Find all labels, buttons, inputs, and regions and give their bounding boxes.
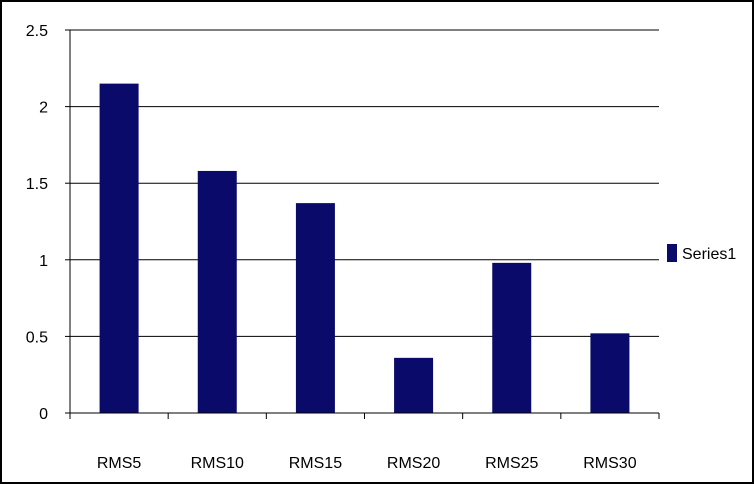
bars (99, 83, 630, 414)
gridlines (70, 29, 659, 337)
legend-label-series1: Series1 (682, 246, 736, 263)
x-tick-label: RMS15 (289, 455, 342, 472)
y-tick-label: 2.5 (26, 23, 48, 40)
bar-rms25 (492, 262, 532, 413)
y-tick-label: 0 (39, 406, 48, 423)
axes (65, 29, 660, 419)
bar-rms10 (197, 170, 237, 413)
y-tick-label: 1.5 (26, 176, 48, 193)
bar-rms30 (590, 333, 630, 413)
y-tick-label: 1 (39, 253, 48, 270)
y-tick-label: 2 (39, 100, 48, 117)
legend-swatch (667, 244, 677, 262)
x-tick-label: RMS25 (485, 455, 538, 472)
x-tick-label: RMS10 (191, 455, 244, 472)
x-tick-label: RMS5 (97, 455, 142, 472)
bar-rms5 (99, 83, 139, 414)
bar-rms15 (295, 203, 335, 413)
y-tick-label: 0.5 (26, 329, 48, 346)
tick-labels: 0 0.5 1 1.5 2 2.5 RMS5 RMS10 RMS15 RMS20 RMS25 RMS3… (26, 23, 637, 472)
bar-rms20 (394, 357, 434, 413)
x-tick-label: RMS20 (387, 455, 440, 472)
legend: Series1 (667, 244, 736, 263)
x-tick-label: RMS30 (583, 455, 636, 472)
